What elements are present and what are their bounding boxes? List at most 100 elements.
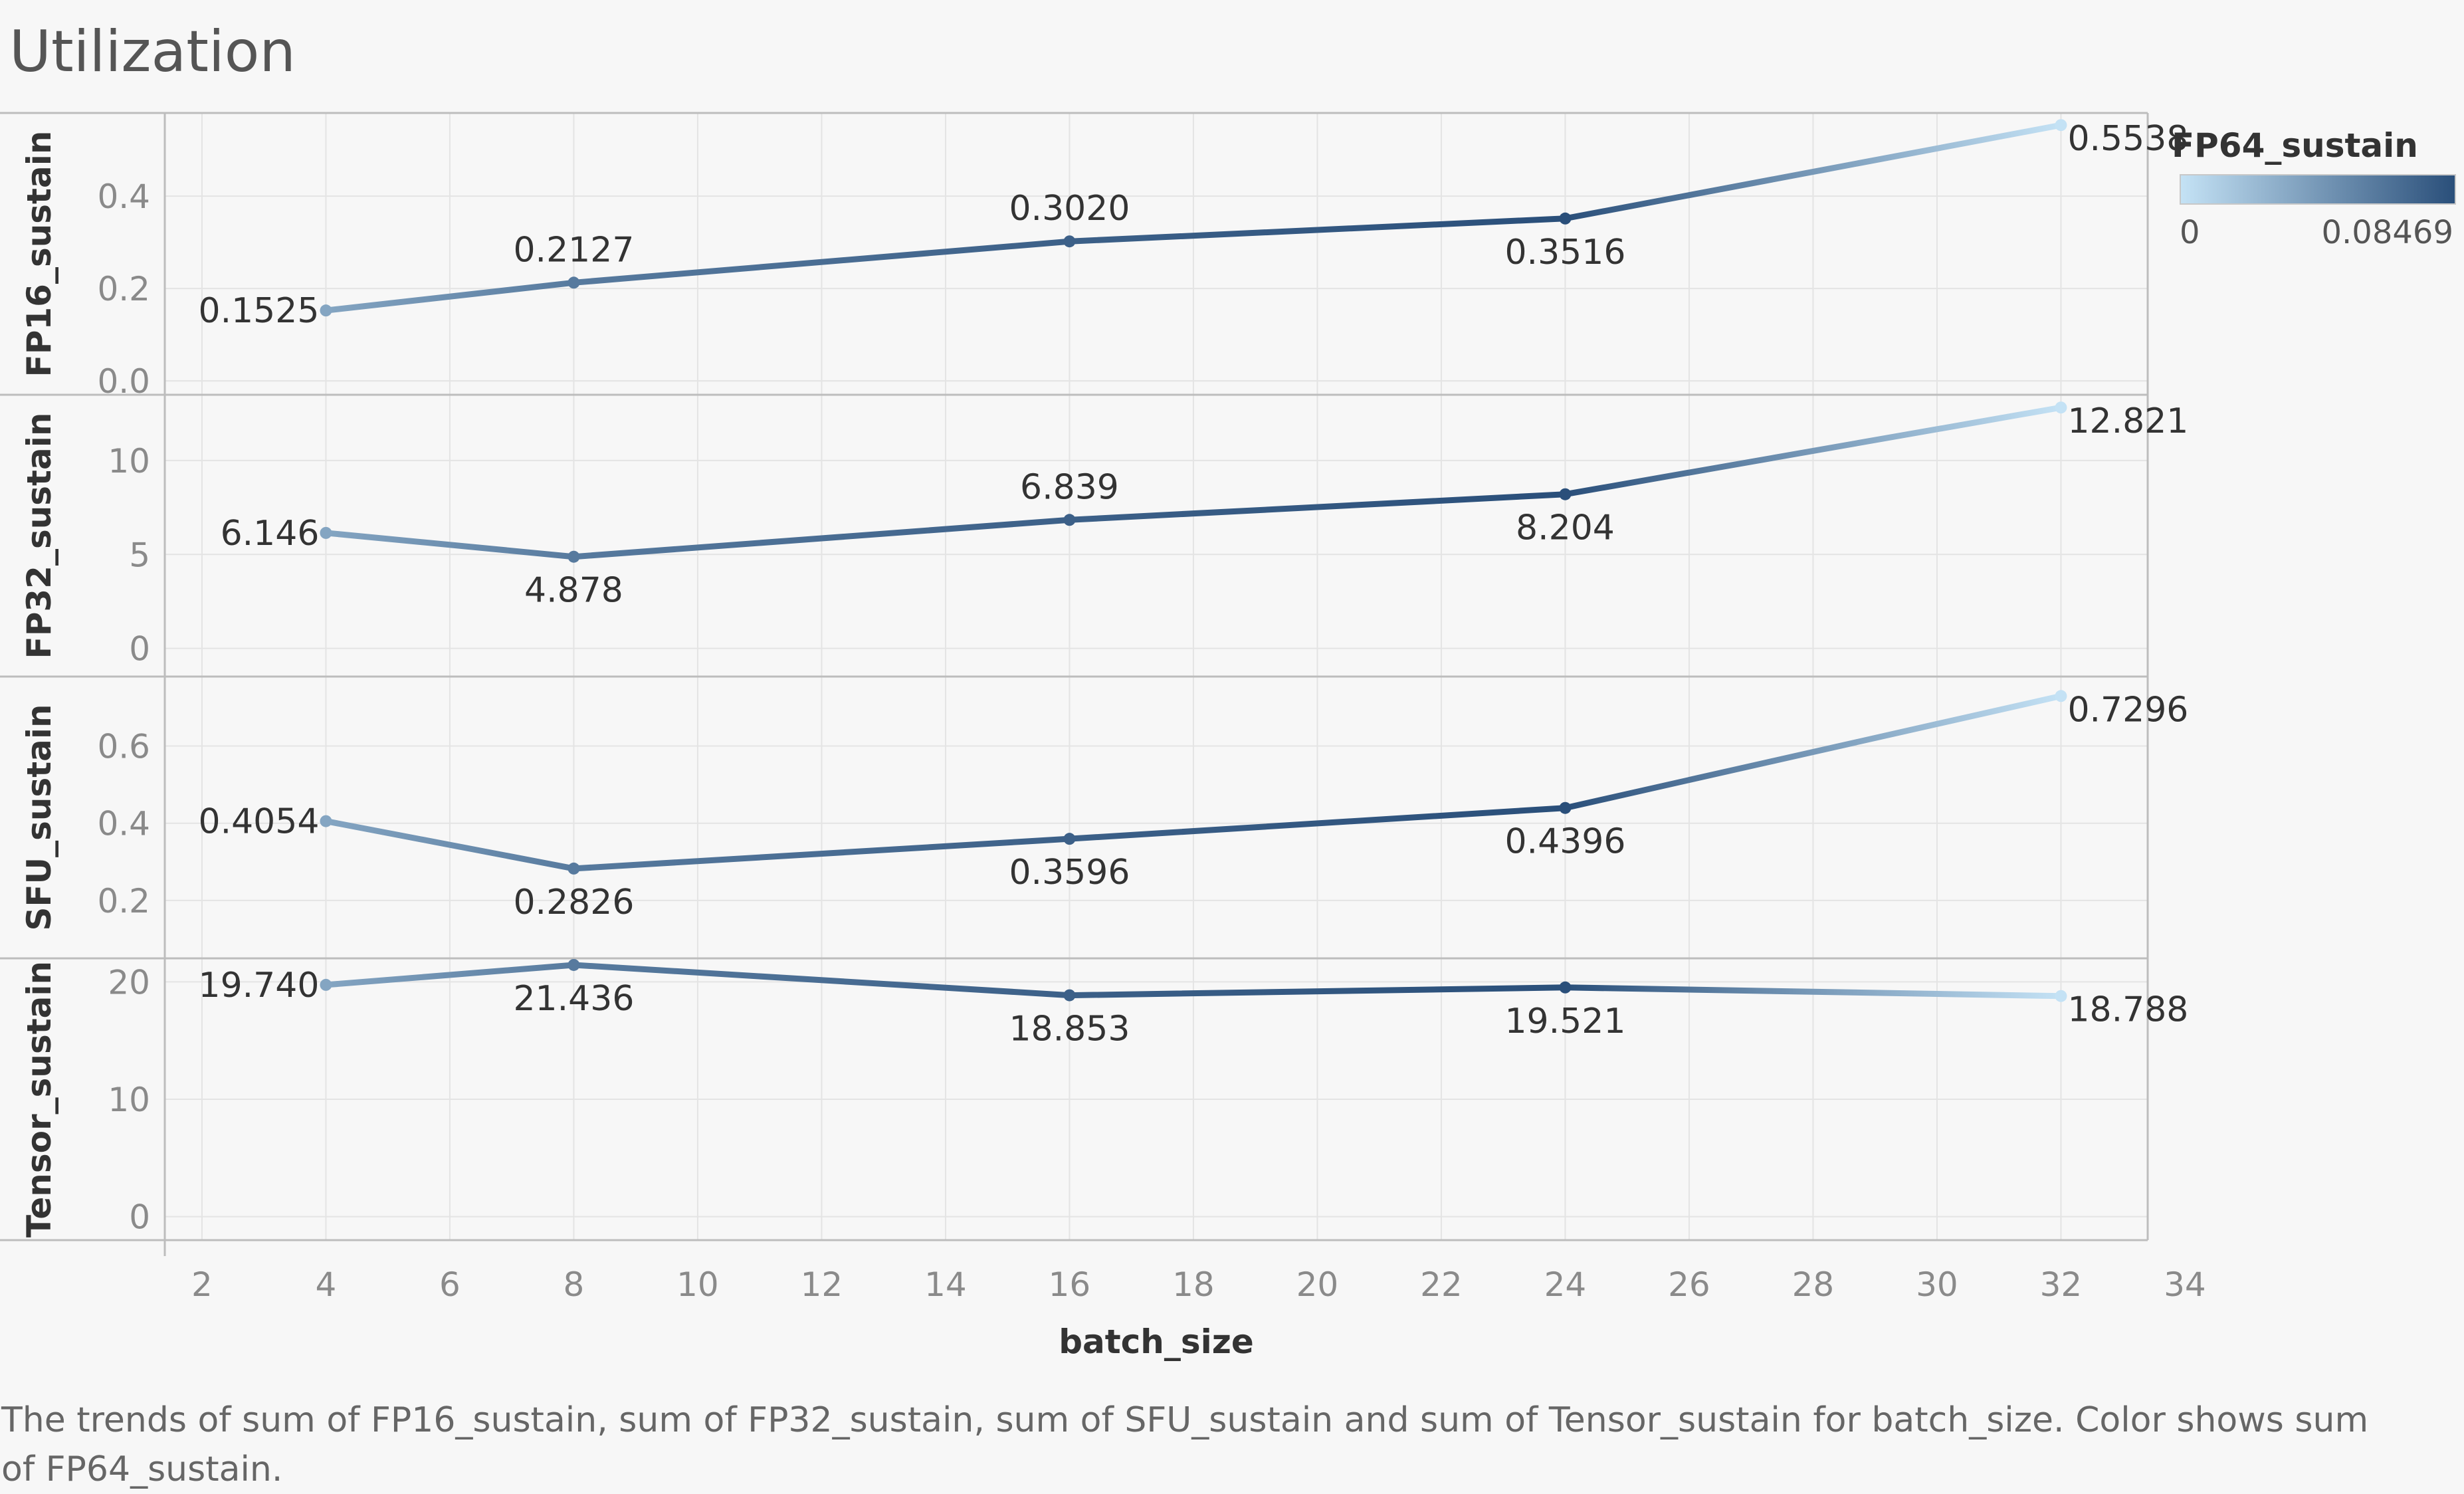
series-line-segment (322, 279, 577, 314)
x-tick-label: 34 (2164, 1265, 2206, 1304)
panel-y-title: Tensor_sustain (20, 961, 58, 1237)
data-point (1559, 212, 1572, 225)
data-point (320, 815, 332, 827)
series-line-segment (322, 962, 577, 988)
series-line-segment (1066, 805, 1568, 842)
data-label: 6.839 (1020, 467, 1119, 507)
series-line-segment (570, 962, 1073, 999)
y-tick-label: 0.4 (97, 177, 150, 216)
data-point (320, 304, 332, 317)
data-point (2055, 401, 2067, 414)
x-tick-label: 16 (1049, 1265, 1091, 1304)
data-label: 0.4054 (198, 802, 319, 842)
y-tick-label: 5 (129, 536, 150, 574)
data-label: 18.788 (2067, 990, 2188, 1030)
legend-max-label: 0.08469 (2321, 214, 2454, 251)
data-point (1063, 235, 1076, 248)
series-line-segment (1562, 404, 2064, 498)
y-tick-label: 10 (108, 1081, 150, 1119)
legend-min-label: 0 (2180, 214, 2200, 251)
x-tick-label: 8 (564, 1265, 585, 1304)
x-tick-label: 20 (1296, 1265, 1339, 1304)
data-label: 19.521 (1504, 1002, 1625, 1041)
x-tick-label: 32 (2040, 1265, 2083, 1304)
chart-caption: The trends of sum of FP16_sustain, sum o… (1, 1400, 2369, 1489)
panel-y-title: FP16_sustain (20, 131, 58, 377)
data-label: 8.204 (1516, 508, 1615, 548)
lines-layer (322, 122, 2064, 1000)
y-tick-label: 0.4 (97, 805, 150, 843)
y-tick-label: 10 (108, 442, 150, 480)
x-tick-label: 26 (1668, 1265, 1710, 1304)
data-label: 0.3596 (1009, 853, 1130, 893)
data-point (320, 526, 332, 539)
data-point (2055, 119, 2067, 132)
y-tick-label: 0.2 (97, 270, 150, 308)
data-point (567, 276, 580, 289)
x-axis-title: batch_size (1059, 1323, 1254, 1361)
data-label: 21.436 (513, 979, 634, 1019)
x-tick-label: 6 (439, 1265, 461, 1304)
data-point (1559, 981, 1572, 994)
data-point (1559, 801, 1572, 814)
data-label: 6.146 (221, 514, 320, 554)
axes-layer: 2 4 6 8 10 12 14 16 18 20 22 24 26 28 30 32 340.00.20.4F… (0, 112, 2206, 1304)
data-label: 0.3516 (1504, 233, 1625, 272)
y-tick-label: 20 (108, 963, 150, 1002)
points-layer (320, 119, 2067, 1002)
data-point (567, 550, 580, 563)
y-tick-label: 0 (129, 1198, 150, 1237)
data-point (1559, 488, 1572, 500)
y-tick-label: 0.6 (97, 728, 150, 766)
series-line-segment (1562, 122, 2064, 222)
data-label: 0.2826 (513, 883, 634, 922)
data-point (2055, 990, 2067, 1002)
data-point (1063, 989, 1076, 1002)
y-tick-label: 0.0 (97, 362, 150, 401)
x-tick-label: 4 (316, 1265, 337, 1304)
data-label: 0.2127 (513, 230, 634, 270)
data-label: 19.740 (198, 966, 319, 1006)
series-line-segment (1066, 215, 1568, 245)
x-tick-label: 22 (1420, 1265, 1463, 1304)
series-line-segment (322, 530, 577, 560)
data-label: 18.853 (1009, 1010, 1130, 1049)
legend-color-ramp (2180, 174, 2456, 205)
series-line-segment (570, 516, 1073, 560)
data-label: 4.878 (524, 571, 623, 611)
x-tick-label: 2 (191, 1265, 213, 1304)
data-point (1063, 833, 1076, 845)
data-label: 0.3020 (1009, 189, 1130, 229)
data-label: 12.821 (2067, 401, 2188, 441)
data-point (1063, 514, 1076, 526)
labels-layer: 0.1525 0.2127 0.3020 0.3516 0.5538 6.146 4.878… (198, 119, 2188, 1049)
series-line-segment (570, 238, 1073, 286)
data-label: 0.1525 (198, 291, 319, 331)
legend-title: FP64_sustain (2172, 126, 2418, 165)
series-line-segment (1562, 984, 2064, 1000)
series-line-segment (322, 818, 577, 872)
x-tick-label: 30 (1916, 1265, 1958, 1304)
data-point (567, 862, 580, 875)
data-label: 0.7296 (2067, 690, 2188, 730)
x-tick-label: 24 (1544, 1265, 1587, 1304)
x-tick-label: 12 (801, 1265, 843, 1304)
chart-title: Utilization (9, 19, 296, 85)
series-line-segment (1562, 693, 2064, 811)
data-label: 0.4396 (1504, 822, 1625, 862)
data-point (567, 958, 580, 971)
y-tick-label: 0.2 (97, 882, 150, 920)
x-tick-label: 10 (676, 1265, 719, 1304)
panel-y-title: SFU_sustain (20, 704, 58, 930)
x-tick-label: 18 (1172, 1265, 1215, 1304)
data-point (2055, 690, 2067, 702)
x-tick-label: 28 (1792, 1265, 1835, 1304)
y-tick-label: 0 (129, 630, 150, 669)
series-line-segment (1066, 984, 1568, 999)
series-line-segment (1066, 491, 1568, 523)
panel-y-title: FP32_sustain (20, 413, 58, 659)
data-label: 0.5538 (2067, 119, 2188, 159)
x-tick-label: 14 (924, 1265, 967, 1304)
series-line-segment (570, 835, 1073, 872)
